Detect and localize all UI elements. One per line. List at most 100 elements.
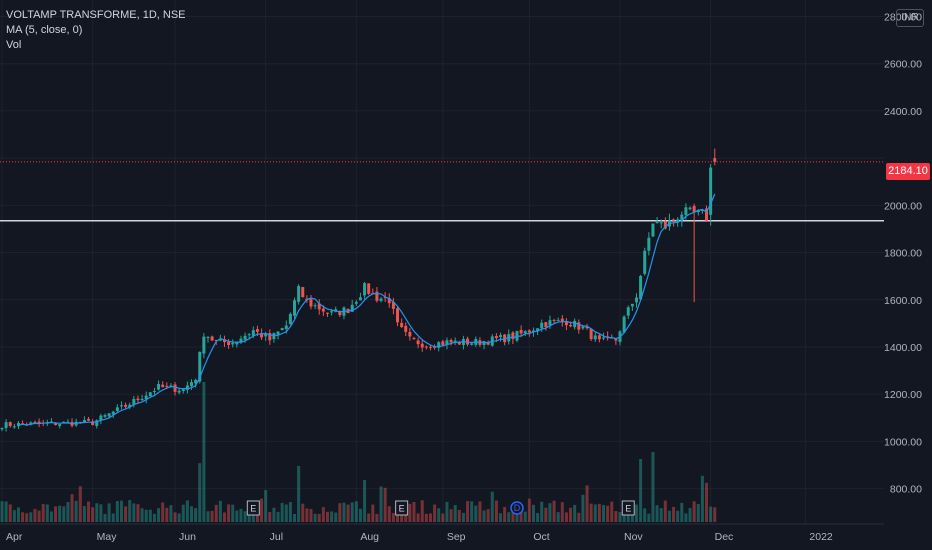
volume-bar — [527, 498, 531, 522]
candle-body — [280, 328, 284, 331]
volume-bar — [181, 504, 185, 522]
volume-bar — [206, 511, 210, 522]
candle-body — [709, 167, 713, 215]
candle-body — [12, 426, 16, 428]
volume-bar — [416, 513, 420, 522]
currency-label[interactable]: INR — [896, 9, 924, 27]
volume-bar — [494, 500, 498, 522]
volume-bar — [41, 503, 45, 522]
volume-bar — [25, 513, 29, 522]
volume-bar — [354, 501, 358, 522]
candle-body — [564, 322, 568, 326]
volume-bar — [272, 507, 276, 522]
volume-bar — [602, 505, 606, 522]
candle-body — [33, 422, 37, 424]
candle-body — [560, 318, 564, 322]
volume-bar — [21, 512, 25, 522]
candle-body — [523, 331, 527, 334]
volume-bar — [676, 510, 680, 522]
candle-body — [527, 330, 531, 333]
candle-body — [585, 326, 589, 329]
volume-bar — [371, 504, 375, 522]
volume-bars — [0, 382, 717, 522]
volume-bar — [280, 502, 284, 522]
volume-bar — [4, 501, 8, 522]
volume-bar — [692, 501, 696, 522]
candle-body — [400, 322, 404, 328]
candle-body — [457, 341, 461, 345]
candle-body — [227, 341, 231, 346]
candle-body — [630, 303, 634, 307]
candle-body — [511, 332, 515, 340]
candle-body — [152, 390, 156, 392]
volume-bar — [634, 504, 638, 522]
volume-bar — [391, 513, 395, 522]
volume-bar — [12, 510, 16, 522]
candle-body — [358, 297, 362, 301]
candle-body — [354, 301, 358, 304]
volume-bar — [585, 485, 589, 522]
y-tick-label: 1200.00 — [884, 389, 922, 401]
symbol-title[interactable]: VOLTAMP TRANSFORME, 1D, NSE — [6, 9, 186, 21]
volume-bar — [511, 510, 515, 522]
volume-bar — [152, 513, 156, 522]
volume-bar — [111, 513, 115, 522]
price-axis[interactable]: 800.00 1000.00 1200.00 1400.00 1600.00 1800.0… — [884, 12, 922, 496]
volume-bar — [437, 508, 441, 522]
candle-body — [4, 422, 8, 428]
time-axis[interactable]: Apr May Jun Jul Aug Sep Oct Nov Dec 2022 — [6, 531, 833, 543]
volume-bar — [190, 506, 194, 522]
volume-bar — [132, 503, 136, 522]
x-tick-label: Jul — [270, 531, 283, 543]
candle-body — [634, 297, 638, 303]
earnings-marker-box — [395, 500, 409, 516]
x-tick-label: 2022 — [809, 531, 833, 543]
volume-bar — [185, 500, 189, 522]
candle-body — [350, 304, 354, 312]
volume-bar — [317, 513, 321, 522]
volume-bar — [330, 511, 334, 522]
candle-body — [503, 334, 507, 343]
volume-bar — [453, 505, 457, 522]
candle-body — [536, 328, 540, 332]
earnings-marker-label: E — [250, 504, 256, 514]
candle-body — [375, 291, 379, 301]
volume-bar — [614, 511, 618, 522]
volume-bar — [667, 510, 671, 522]
volume-bar — [45, 504, 49, 522]
candle-body — [214, 339, 218, 341]
candle-body — [655, 222, 659, 224]
volume-bar — [198, 463, 202, 522]
volume-bar — [367, 513, 371, 522]
volume-bar — [577, 512, 581, 522]
candle-body — [136, 398, 140, 401]
candle-body — [404, 325, 408, 332]
candle-body — [243, 335, 247, 340]
candle-body — [672, 219, 676, 221]
volume-bar — [0, 501, 4, 522]
volume-bar — [564, 512, 568, 522]
volume-bar — [688, 508, 692, 522]
volume-bar — [95, 503, 99, 522]
dividend-marker-label: D — [514, 503, 521, 513]
chart-legend: VOLTAMP TRANSFORME, 1D, NSE MA (5, close… — [6, 8, 186, 53]
volume-indicator-label[interactable]: Vol — [6, 39, 22, 51]
volume-bar — [531, 504, 535, 522]
candle-body — [0, 428, 4, 430]
volume-bar — [651, 452, 655, 522]
earnings-marker-box — [246, 500, 260, 516]
volume-bar — [387, 506, 391, 522]
ma-indicator-label[interactable]: MA (5, close, 0) — [6, 24, 83, 36]
volume-bar — [99, 504, 103, 522]
moving-average-line — [18, 193, 716, 426]
candle-body — [705, 208, 709, 221]
volume-bar — [544, 507, 548, 522]
volume-bar — [247, 511, 251, 522]
candle-body — [144, 395, 148, 400]
y-tick-label: 1600.00 — [884, 295, 922, 307]
candle-body — [383, 297, 387, 299]
candle-body — [87, 418, 91, 421]
x-tick-label: Aug — [360, 531, 379, 543]
volume-bar — [177, 513, 181, 522]
